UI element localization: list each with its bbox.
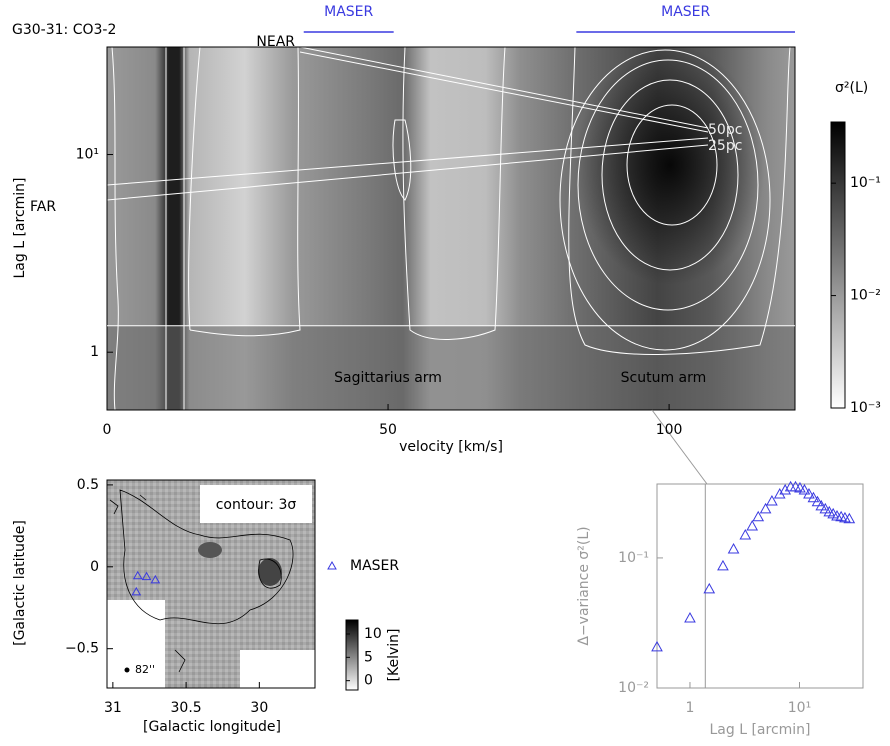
- annotation: contour: 3σ: [216, 497, 297, 513]
- point: [651, 640, 663, 652]
- legend-label: MASER: [350, 558, 399, 574]
- annotation: Sagittarius arm: [334, 370, 442, 386]
- point: [766, 494, 778, 506]
- y-tick-label: 10¹: [76, 147, 99, 163]
- x-tick-label: 10¹: [788, 700, 811, 716]
- map-frame: [106, 479, 316, 689]
- point: [752, 510, 765, 522]
- plot-frame: [106, 46, 796, 411]
- beam: [124, 667, 130, 673]
- point: [703, 582, 716, 594]
- colorbar-tick-label: 0: [364, 673, 373, 689]
- colorbar-tick-label: 10⁻²: [850, 288, 881, 304]
- y-tick-label: 0.5: [77, 477, 99, 493]
- scale-label: 25pc: [708, 138, 742, 154]
- near-label: NEAR: [256, 34, 295, 50]
- scale-label: 50pc: [708, 122, 742, 138]
- x-tick-label: 100: [656, 422, 683, 438]
- point: [798, 483, 811, 495]
- annotation-box: [200, 485, 312, 523]
- point: [779, 483, 792, 495]
- colorbar-label: [Kelvin]: [386, 629, 402, 682]
- x-tick-label: 50: [379, 422, 397, 438]
- colorbar-tick-label: 5: [364, 649, 373, 665]
- point: [727, 543, 740, 554]
- connector: [651, 409, 708, 485]
- heatmap-image: [106, 45, 795, 411]
- point: [746, 519, 759, 531]
- point: [819, 502, 832, 514]
- colorbar-label: σ²(L): [835, 80, 868, 96]
- colorbar-tick-label: 10⁻³: [850, 400, 881, 416]
- y-tick-label: 1: [90, 344, 99, 360]
- maser-label: MASER: [661, 4, 710, 20]
- maser-point: [132, 570, 143, 580]
- point: [807, 491, 820, 503]
- maser-label: MASER: [324, 4, 373, 20]
- annotation: Scutum arm: [621, 370, 707, 386]
- point: [803, 487, 815, 499]
- point: [739, 528, 752, 540]
- x-tick-label: 31: [104, 700, 122, 716]
- x-axis-label: Lag L [arcmin]: [709, 722, 810, 738]
- maser-point: [141, 571, 152, 581]
- chart-title: G30-31: CO3-2: [12, 22, 116, 38]
- far-label: FAR: [30, 199, 56, 215]
- y-tick-label: 0: [90, 559, 99, 575]
- scatter-frame: [656, 483, 864, 689]
- x-tick-label: 30.5: [171, 700, 202, 716]
- point: [684, 612, 696, 623]
- colorbar: [830, 121, 846, 409]
- legend-marker: [327, 560, 337, 570]
- point: [815, 499, 828, 511]
- x-axis-label: [Galactic longitude]: [143, 719, 281, 735]
- point: [835, 510, 847, 522]
- point: [811, 495, 824, 507]
- point: [843, 512, 856, 524]
- point: [789, 480, 802, 492]
- y-axis-label: Δ−variance σ²(L): [576, 526, 592, 645]
- x-axis-label: velocity [km/s]: [399, 439, 503, 455]
- x-tick-label: 0: [103, 422, 112, 438]
- point: [794, 481, 806, 493]
- colorbar-tick-label: 10⁻¹: [850, 175, 881, 191]
- maser-point: [131, 586, 142, 596]
- y-tick-label: 10⁻²: [618, 680, 649, 696]
- beam-label: 82'': [135, 663, 155, 676]
- y-tick-label: −0.5: [65, 641, 99, 657]
- point: [717, 559, 729, 571]
- y-axis-label: Lag L [arcmin]: [12, 177, 28, 278]
- x-tick-label: 30: [250, 700, 268, 716]
- x-tick-label: 1: [686, 700, 695, 716]
- y-tick-label: 10⁻¹: [618, 550, 649, 566]
- y-axis-label: [Galactic latitude]: [12, 520, 28, 646]
- maser-point: [150, 574, 161, 584]
- colorbar-tick-label: 10: [364, 626, 382, 642]
- point: [759, 502, 772, 514]
- map-image: [107, 480, 315, 688]
- map-colorbar: [345, 619, 359, 691]
